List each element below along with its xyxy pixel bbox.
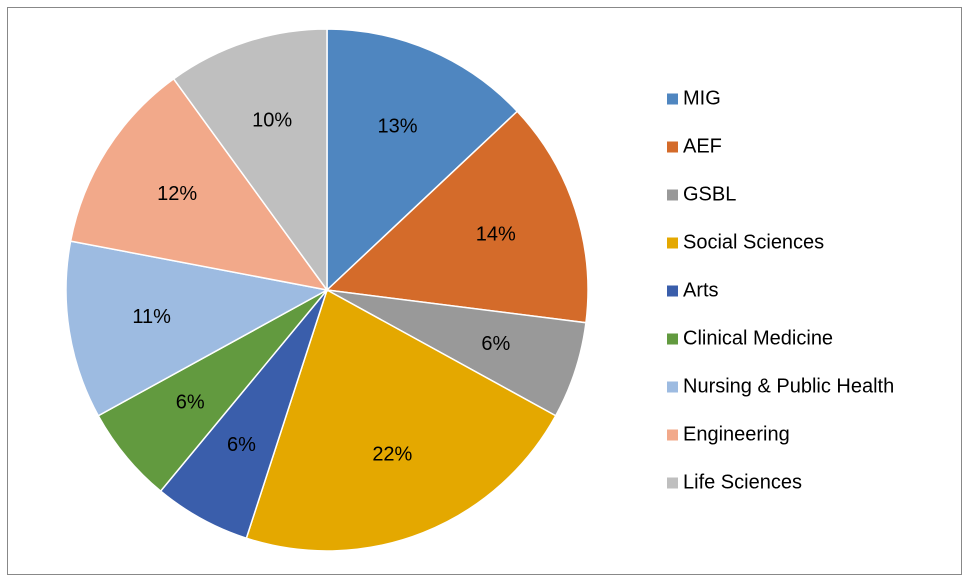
legend-label: GSBL <box>683 183 736 205</box>
data-label: 6% <box>176 391 205 413</box>
data-label: 10% <box>252 109 292 131</box>
pie-slice <box>325 110 589 324</box>
data-label: 13% <box>377 115 417 137</box>
legend-label: MIG <box>683 87 721 109</box>
pie-slice <box>65 240 330 417</box>
data-label: 6% <box>227 434 256 456</box>
data-label: 6% <box>481 333 510 355</box>
legend-label: Nursing & Public Health <box>683 375 894 397</box>
legend-swatch <box>667 429 678 441</box>
legend-label: Arts <box>683 279 719 301</box>
legend-swatch <box>667 189 678 201</box>
data-label: 11% <box>132 306 171 328</box>
pie-slice <box>172 28 328 293</box>
legend-swatch <box>667 141 678 153</box>
pie-slice <box>245 288 557 552</box>
data-label: 22% <box>372 443 412 465</box>
legend-swatch <box>667 237 678 249</box>
data-label: 12% <box>157 183 197 205</box>
legend-label: Clinical Medicine <box>683 327 833 349</box>
legend-swatch <box>667 333 678 345</box>
data-label: 14% <box>476 223 516 245</box>
legend-label: AEF <box>683 135 722 157</box>
legend-label: Life Sciences <box>683 471 802 493</box>
legend-swatch <box>667 285 678 297</box>
legend-swatch <box>667 93 678 105</box>
legend-label: Engineering <box>683 423 790 445</box>
pie-slice <box>69 77 329 292</box>
legend-swatch <box>667 381 678 393</box>
pie-slice <box>326 28 519 292</box>
legend-swatch <box>667 477 678 489</box>
legend-label: Social Sciences <box>683 231 824 253</box>
